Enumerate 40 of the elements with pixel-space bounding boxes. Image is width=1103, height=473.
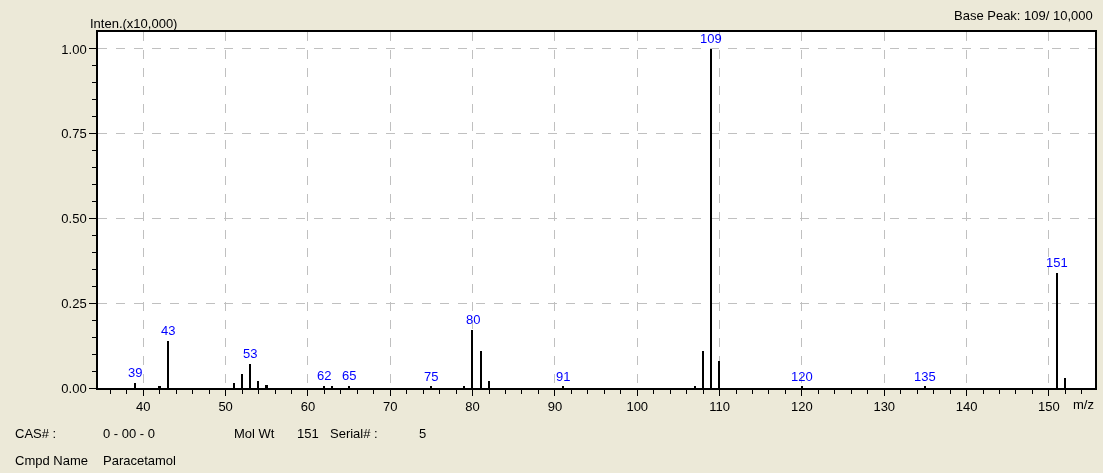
annotation: 53	[243, 346, 258, 361]
x-tick-label: 110	[709, 399, 730, 415]
x-tick-label: 60	[300, 399, 316, 415]
x-tick-label: 150	[1038, 399, 1060, 415]
x-axis-title: m/z	[1073, 397, 1094, 412]
annotation: 65	[342, 368, 357, 383]
y-tick-label: 0.50	[61, 211, 87, 227]
annotation: 75	[424, 369, 439, 384]
text: Base Peak: 109/ 10,000	[954, 8, 1093, 23]
text: CAS# :	[15, 426, 57, 441]
annotation: 151	[1046, 255, 1068, 270]
text: Serial# :	[330, 426, 378, 441]
annotation: 109	[700, 31, 722, 46]
text: Mol Wt	[234, 426, 275, 441]
y-axis-title: Inten.(x10,000)	[90, 16, 178, 31]
x-tick-label: 70	[383, 399, 398, 415]
text: 0 - 00 - 0	[103, 426, 156, 441]
annotation: 135	[914, 369, 936, 384]
annotation: 91	[556, 369, 571, 384]
annotation: 39	[128, 365, 143, 380]
annotation: 62	[317, 368, 332, 383]
x-tick-label: 80	[465, 399, 480, 415]
x-tick-label: 50	[218, 399, 233, 415]
text: 5	[419, 426, 427, 441]
y-tick-label: 1.00	[61, 41, 87, 57]
x-tick-label: 130	[873, 399, 896, 415]
annotation: 43	[161, 323, 176, 338]
x-tick-label: 120	[791, 399, 813, 415]
text: Cmpd Name	[15, 453, 88, 468]
x-tick-label: 40	[136, 399, 151, 415]
x-tick-label: 140	[955, 399, 978, 415]
y-tick-label: 0.75	[61, 126, 87, 142]
text: Paracetamol	[103, 453, 177, 468]
x-tick-label: 100	[626, 399, 649, 415]
y-tick-label: 0.00	[61, 380, 87, 396]
x-tick-label: 90	[547, 399, 563, 415]
annotation: 120	[791, 369, 813, 384]
text: 151	[297, 426, 319, 441]
y-tick-label: 0.25	[61, 295, 87, 311]
annotation: 80	[466, 312, 481, 327]
